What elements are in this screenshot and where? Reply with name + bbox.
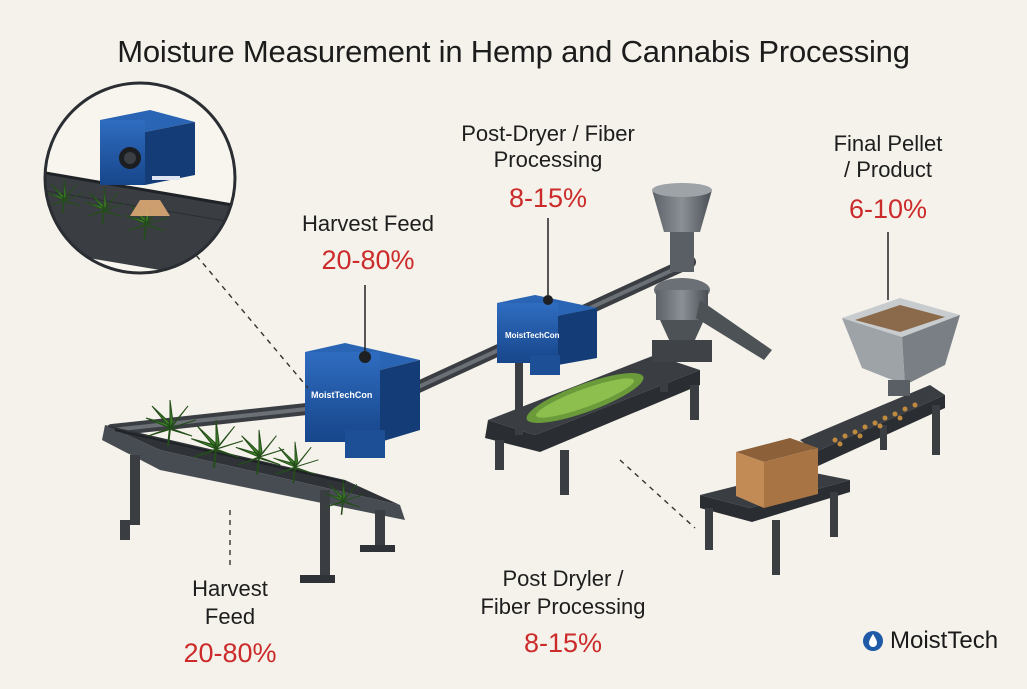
post-dryer-conveyor (485, 355, 700, 495)
harvest-feed-bottom-label-line1: Harvest (192, 576, 268, 601)
final-pellet-label-line2: / Product (843, 157, 933, 182)
harvest-feed-bottom-value: 20-80% (183, 638, 277, 668)
droplet-logo-icon (863, 631, 883, 651)
sensor-unit-post-dryer: MoistTechCon (497, 218, 597, 375)
post-dryer-bottom-label-line2: Fiber Processing (480, 594, 646, 619)
post-dryer-bottom-value: 8-15% (523, 628, 603, 658)
dashed-leaders (189, 247, 696, 568)
final-pellet-value: 6-10% (848, 194, 928, 224)
final-hopper (842, 232, 960, 396)
sensor-brand-label: MoistTechCon (311, 390, 372, 400)
final-pellet-label-line1: Final Pellet (833, 131, 943, 156)
sensor-brand-label-2: MoistTechCon (505, 331, 560, 340)
sensor-unit-harvest: MoistTechCon (305, 285, 420, 458)
product-box (736, 438, 818, 508)
post-dryer-top-label-line1: Post-Dryer / Fiber (461, 121, 635, 146)
mill-tower (652, 183, 772, 392)
harvest-feed-top-label: Harvest Feed (301, 211, 435, 236)
zoom-inset (43, 81, 237, 275)
brand-logo: MoistTech (862, 626, 998, 656)
post-dryer-bottom-label-line1: Post Dryler / (502, 566, 624, 591)
page-title: Moisture Measurement in Hemp and Cannabi… (117, 34, 910, 69)
harvest-feed-bottom-label-line2: Feed (204, 604, 256, 629)
brand-name: MoistTech (890, 627, 999, 654)
post-dryer-top-value: 8-15% (508, 183, 588, 213)
harvest-feed-top-value: 20-80% (321, 245, 415, 275)
post-dryer-top-label-line2: Processing (493, 147, 603, 172)
harvest-conveyor (102, 425, 405, 583)
